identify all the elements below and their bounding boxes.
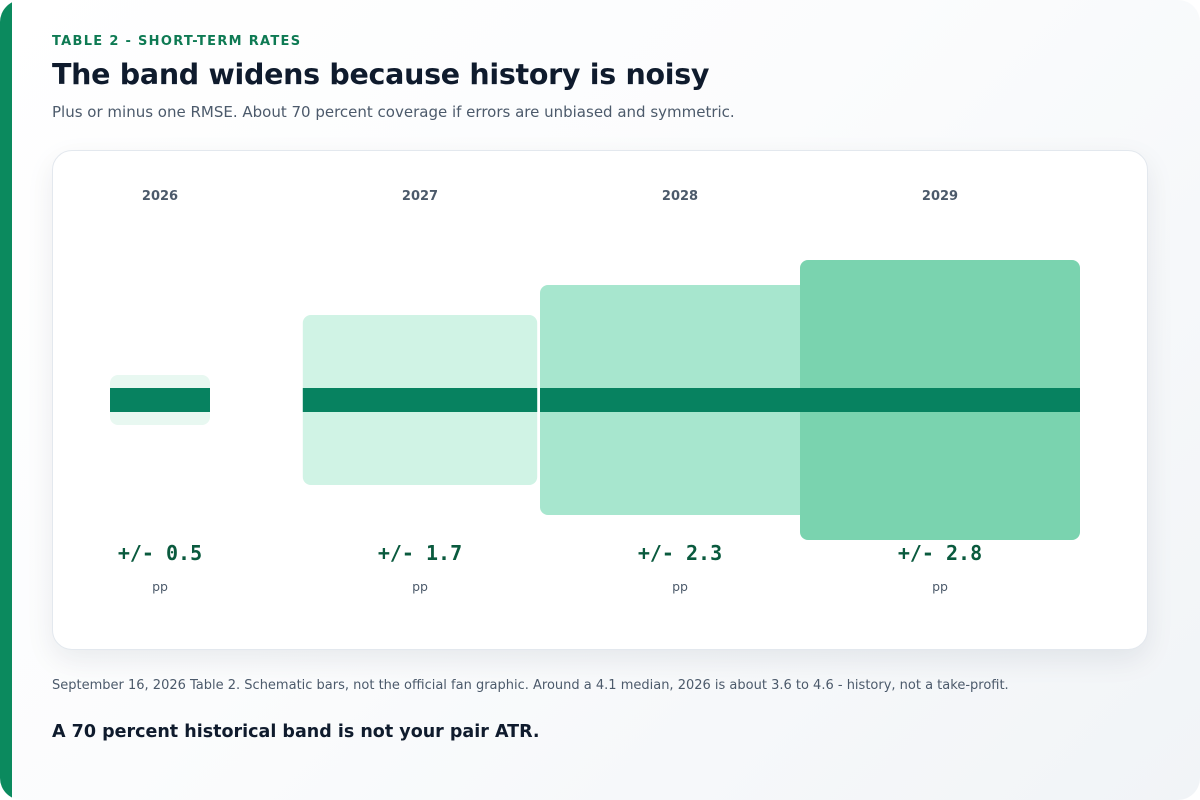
year-label-2028: 2028 (662, 189, 698, 204)
unit-label-2026: pp (152, 579, 168, 594)
median-line-2029 (800, 388, 1080, 412)
value-label-2026: +/- 0.5 (118, 541, 202, 565)
unit-label-2029: pp (932, 579, 948, 594)
footnote: September 16, 2026 Table 2. Schematic ba… (52, 678, 1009, 693)
uncertainty-band-chart: 2026 +/- 0.5 pp 2027 +/- 1.7 pp 2028 +/- 2.3 pp 2… (110, 189, 1080, 594)
unit-label-2027: pp (412, 579, 428, 594)
year-label-2027: 2027 (402, 189, 438, 204)
takeaway: A 70 percent historical band is not your… (52, 722, 540, 742)
median-line-2028 (540, 388, 820, 412)
median-line-2027 (302, 388, 538, 412)
table-eyebrow: TABLE 2 - SHORT-TERM RATES (52, 34, 302, 49)
median-line-2026 (110, 388, 210, 412)
accent-rail (0, 0, 12, 800)
year-label-2026: 2026 (142, 189, 178, 204)
year-label-2029: 2029 (922, 189, 958, 204)
unit-label-2028: pp (672, 579, 688, 594)
page-subtitle: Plus or minus one RMSE. About 70 percent… (52, 103, 735, 121)
value-label-2027: +/- 1.7 (378, 541, 462, 565)
value-label-2028: +/- 2.3 (638, 541, 722, 565)
page-title: The band widens because history is noisy (52, 58, 710, 91)
value-label-2029: +/- 2.8 (898, 541, 982, 565)
